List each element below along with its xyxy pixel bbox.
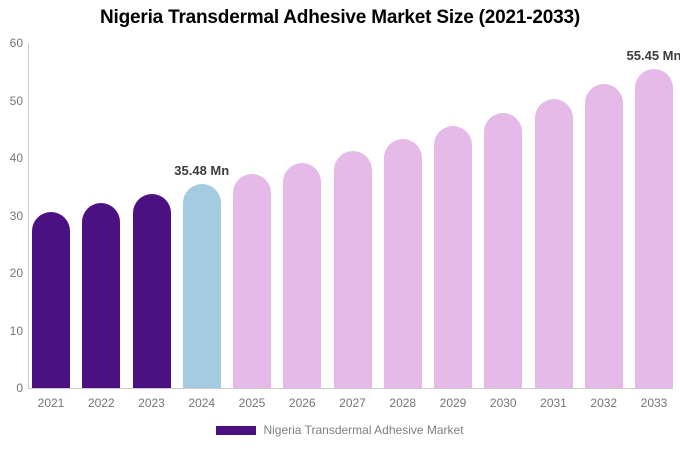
- chart-title: Nigeria Transdermal Adhesive Market Size…: [100, 7, 580, 28]
- bar-2022[interactable]: [82, 203, 121, 388]
- x-tick-label-2025: 2025: [238, 396, 266, 410]
- x-tick-label-2029: 2029: [439, 396, 467, 410]
- x-tick-label-2031: 2031: [540, 396, 567, 410]
- bar-2031[interactable]: [534, 99, 573, 388]
- x-tick-label-2024: 2024: [188, 396, 216, 410]
- bar-2029[interactable]: [434, 126, 472, 388]
- bar-2032[interactable]: [584, 84, 623, 388]
- x-tick-label-2027: 2027: [339, 396, 366, 410]
- legend-item-market[interactable]: Nigeria Transdermal Adhesive Market: [216, 423, 464, 437]
- y-tick-label-40: 40: [9, 151, 23, 165]
- bar-2025[interactable]: [233, 173, 271, 388]
- bar-2024[interactable]: [182, 183, 221, 388]
- bar-2021[interactable]: [32, 212, 70, 388]
- y-tick-label-50: 50: [9, 93, 23, 108]
- bar-2033[interactable]: [635, 69, 673, 388]
- x-tick-label-2023: 2023: [138, 396, 165, 410]
- y-tick-label-30: 30: [9, 208, 23, 223]
- y-tick-label-60: 60: [9, 36, 23, 50]
- x-tick-label-2021: 2021: [37, 396, 65, 410]
- y-tick-label-0: 0: [16, 381, 23, 395]
- bar-2023[interactable]: [132, 193, 171, 388]
- bar-2028[interactable]: [383, 139, 422, 388]
- legend-swatch-icon: [216, 425, 257, 435]
- chart-legend: Nigeria Transdermal Adhesive Market: [0, 423, 680, 437]
- legend-label: Nigeria Transdermal Adhesive Market: [263, 423, 464, 437]
- value-label-2024: 35.48 Mn: [174, 162, 230, 178]
- value-label-2033: 55.45 Mn: [626, 48, 680, 64]
- x-tick-label-2026: 2026: [288, 396, 316, 410]
- bar-2030[interactable]: [484, 113, 523, 388]
- y-tick-label-20: 20: [9, 266, 23, 280]
- x-tick-label-2028: 2028: [389, 396, 417, 410]
- x-axis-line: [28, 388, 673, 389]
- x-tick-label-2022: 2022: [87, 396, 115, 410]
- x-tick-label-2032: 2032: [590, 396, 618, 410]
- y-axis-line: [28, 43, 29, 388]
- bar-2026[interactable]: [283, 162, 322, 388]
- bar-2027[interactable]: [333, 151, 372, 388]
- y-tick-label-10: 10: [9, 323, 23, 338]
- x-tick-label-2033: 2033: [640, 396, 668, 410]
- x-tick-label-2030: 2030: [489, 396, 517, 410]
